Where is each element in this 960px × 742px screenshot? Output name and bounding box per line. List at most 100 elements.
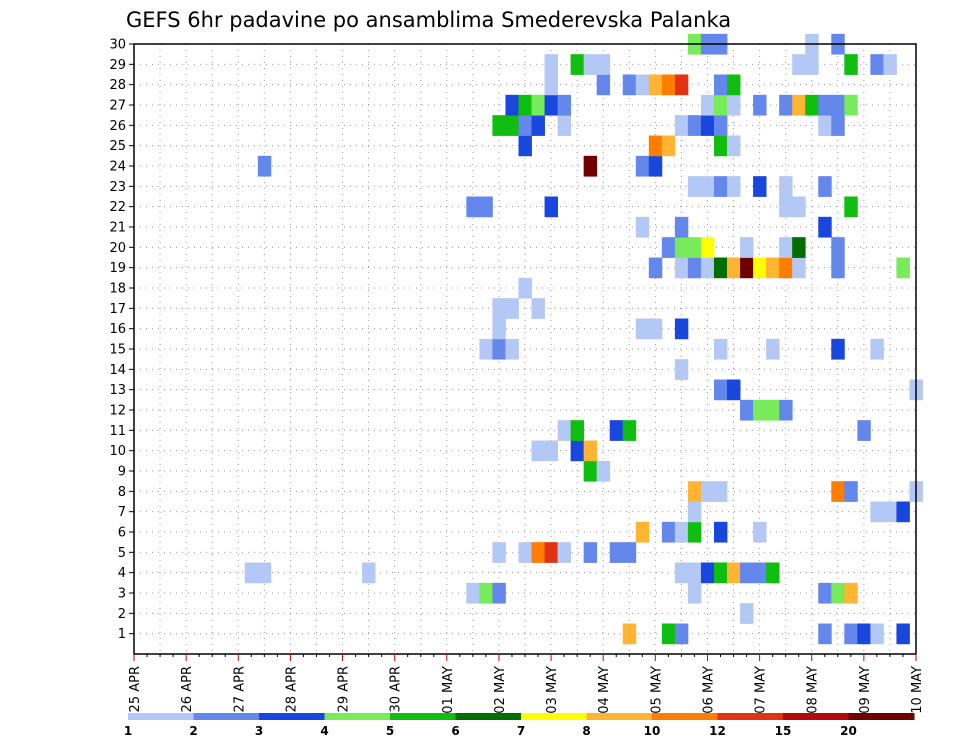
heatmap-cell [753,257,767,279]
heatmap-cell [727,176,741,197]
legend-label: 2 [189,724,197,738]
heatmap-cell [700,115,715,136]
y-tick-label: 23 [109,180,126,195]
heatmap-cell [740,562,754,584]
data-cells [244,33,923,645]
heatmap-cell [844,54,858,75]
heatmap-cell [700,176,715,197]
legend-label: 6 [451,724,459,738]
heatmap-cell [896,501,910,523]
heatmap-cell [687,115,702,136]
heatmap-cell [753,94,767,116]
heatmap-cell [518,277,532,299]
y-tick-label: 27 [109,99,126,114]
legend-label: 10 [644,724,661,738]
x-tick-label: 28 APR [284,666,299,712]
heatmap-cell [622,74,637,96]
heatmap-cell [713,94,728,116]
x-tick-label: 30 APR [389,666,404,712]
heatmap-cell [635,318,650,340]
heatmap-cell [740,257,754,279]
heatmap-cell [466,582,480,604]
heatmap-cell [831,582,845,604]
heatmap-cell [883,501,897,523]
heatmap-cell [544,440,558,462]
heatmap-cell [713,74,728,96]
heatmap-cell [244,562,259,584]
legend-label: 15 [775,724,792,738]
heatmap-cell [727,135,741,157]
heatmap-cell [870,623,884,645]
x-tick-label: 06 MAY [701,666,716,714]
x-tick-label: 29 APR [337,666,352,712]
heatmap-cell [648,318,663,340]
y-tick-label: 9 [118,465,126,480]
heatmap-cell [492,542,506,563]
heatmap-cell [805,94,819,116]
heatmap-cell [818,115,832,136]
heatmap-cell [740,237,754,258]
heatmap-cell [570,440,585,462]
heatmap-cell [713,379,728,401]
heatmap-cell [674,562,689,584]
heatmap-cell [818,623,832,645]
heatmap-cell [831,338,845,360]
x-tick-label: 09 MAY [858,666,873,714]
legend-swatch [455,713,522,720]
heatmap-cell [844,481,858,502]
heatmap-cell [713,521,728,543]
heatmap-cell [753,399,767,421]
heatmap-cell [648,135,663,157]
y-axis: 1234567891011121314151617181920212223242… [109,38,134,642]
heatmap-cell [818,176,832,197]
heatmap-cell [518,542,532,563]
heatmap-cell [505,298,519,319]
heatmap-cell [713,562,728,584]
legend-label: 8 [582,724,590,738]
heatmap-cell [766,338,780,360]
heatmap-cell [896,623,910,645]
heatmap-cell [583,542,598,563]
heatmap-cell [583,440,598,462]
heatmap-cell [831,481,845,502]
heatmap-cell [857,623,871,645]
heatmap-cell [779,94,793,116]
x-tick-label: 04 MAY [597,666,612,714]
y-tick-label: 19 [109,261,126,276]
x-tick-label: 10 MAY [910,666,925,714]
legend-swatch [259,713,325,720]
heatmap-cell [557,94,572,116]
heatmap-cell [700,562,715,584]
heatmap-cell [818,94,832,116]
x-tick-label: 26 APR [180,666,195,712]
heatmap-cell [635,74,650,96]
heatmap-cell [609,420,624,441]
heatmap-cell [844,94,858,116]
heatmap-cell [844,623,858,645]
heatmap-cell [687,481,702,502]
heatmap-cell [492,318,506,340]
y-tick-label: 24 [109,160,126,175]
heatmap-cell [661,135,676,157]
y-tick-label: 1 [118,627,126,642]
color-legend: 1 2 3 4 5 6 7 8 10 12 15 20 [124,713,915,738]
legend-label: 4 [320,724,328,738]
y-tick-label: 3 [118,587,126,602]
y-tick-label: 28 [109,78,126,93]
y-tick-label: 8 [118,485,126,500]
heatmap-cell [870,501,884,523]
heatmap-cell [766,562,780,584]
heatmap-cell [700,481,715,502]
heatmap-cell [544,54,558,75]
heatmap-cell [505,338,519,360]
heatmap-cell [779,257,793,279]
heatmap-cell [596,54,611,75]
heatmap-cell [622,623,637,645]
legend-label: 7 [517,724,525,738]
heatmap-cell [583,54,598,75]
legend-label: 1 [124,724,132,738]
heatmap-cell [831,257,845,279]
y-tick-label: 12 [109,404,126,419]
heatmap-cell [492,338,506,360]
